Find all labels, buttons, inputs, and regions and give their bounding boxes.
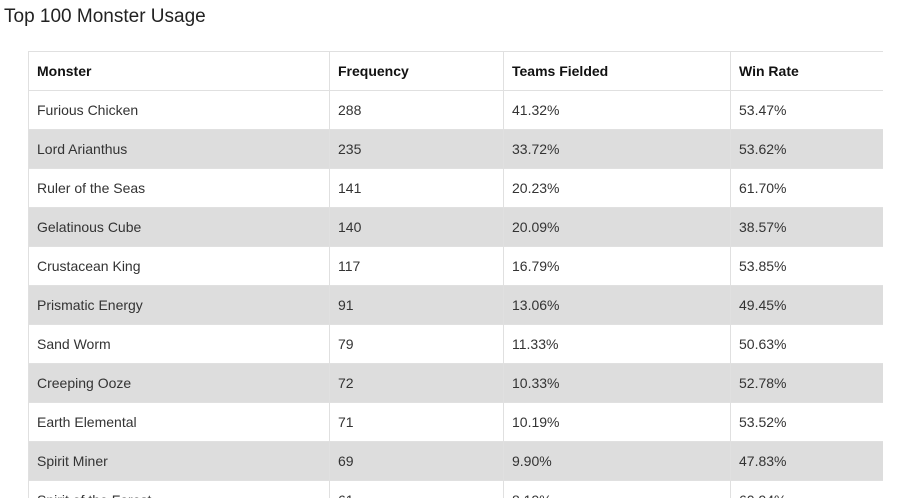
win-rate-cell: 53.85% [730, 246, 883, 286]
table-row: Spirit of the Forest618.19%60.94% [28, 480, 883, 498]
table-row: Furious Chicken 288 41.32% 53.47% [28, 90, 883, 130]
frequency-cell: 72 [329, 363, 504, 403]
win-rate-cell: 53.52% [730, 402, 883, 442]
win-rate-cell: 53.62% [730, 129, 883, 169]
win-rate-cell: 61.70% [730, 168, 883, 208]
monster-name-cell: Furious Chicken [28, 90, 330, 130]
table-row: Spirit Miner 69 9.90% 47.83% [28, 441, 883, 481]
monster-name-cell: Ruler of the Seas [28, 168, 330, 208]
monster-name-cell: Earth Elemental [28, 402, 330, 442]
monster-name-cell: Lord Arianthus [28, 129, 330, 169]
table-row: Creeping Ooze 72 10.33% 52.78% [28, 363, 883, 403]
win-rate-cell: 50.63% [730, 324, 883, 364]
teams-fielded-cell: 13.06% [503, 285, 731, 325]
frequency-cell: 61 [329, 480, 504, 498]
frequency-cell: 288 [329, 90, 504, 130]
page-title: Top 100 Monster Usage [4, 6, 206, 27]
table-header: Monster Frequency Teams Fielded Win Rate [28, 51, 883, 91]
column-header-teams-fielded[interactable]: Teams Fielded [503, 51, 731, 91]
teams-fielded-cell: 8.19% [503, 480, 731, 498]
monster-name-cell: Spirit Miner [28, 441, 330, 481]
column-header-win-rate[interactable]: Win Rate [730, 51, 883, 91]
table-body: Furious Chicken 288 41.32% 53.47% Lord Arian… [28, 90, 883, 498]
win-rate-cell: 49.45% [730, 285, 883, 325]
frequency-cell: 235 [329, 129, 504, 169]
win-rate-cell: 38.57% [730, 207, 883, 247]
frequency-cell: 79 [329, 324, 504, 364]
monster-name-cell: Sand Worm [28, 324, 330, 364]
table-row: Prismatic Energy 91 13.06% 49.45% [28, 285, 883, 325]
teams-fielded-cell: 20.09% [503, 207, 731, 247]
monster-name-cell: Creeping Ooze [28, 363, 330, 403]
monster-name-cell: Prismatic Energy [28, 285, 330, 325]
monster-usage-table-container: Monster Frequency Teams Fielded Win Rate… [28, 51, 883, 498]
teams-fielded-cell: 10.33% [503, 363, 731, 403]
table-row: Gelatinous Cube 140 20.09% 38.57% [28, 207, 883, 247]
frequency-cell: 71 [329, 402, 504, 442]
teams-fielded-cell: 20.23% [503, 168, 731, 208]
column-header-frequency[interactable]: Frequency [329, 51, 504, 91]
frequency-cell: 91 [329, 285, 504, 325]
teams-fielded-cell: 16.79% [503, 246, 731, 286]
table-row: Lord Arianthus 235 33.72% 53.62% [28, 129, 883, 169]
table-row: Earth Elemental 71 10.19% 53.52% [28, 402, 883, 442]
frequency-cell: 117 [329, 246, 504, 286]
monster-name-cell: Gelatinous Cube [28, 207, 330, 247]
teams-fielded-cell: 10.19% [503, 402, 731, 442]
win-rate-cell: 53.47% [730, 90, 883, 130]
win-rate-cell: 52.78% [730, 363, 883, 403]
teams-fielded-cell: 11.33% [503, 324, 731, 364]
header-row: Monster Frequency Teams Fielded Win Rate [28, 51, 883, 91]
win-rate-cell: 47.83% [730, 441, 883, 481]
teams-fielded-cell: 33.72% [503, 129, 731, 169]
table-row: Sand Worm 79 11.33% 50.63% [28, 324, 883, 364]
column-header-monster[interactable]: Monster [28, 51, 330, 91]
monster-name-cell: Spirit of the Forest [28, 480, 330, 498]
monster-name-cell: Crustacean King [28, 246, 330, 286]
frequency-cell: 69 [329, 441, 504, 481]
teams-fielded-cell: 9.90% [503, 441, 731, 481]
win-rate-cell: 60.94% [730, 480, 883, 498]
table-row: Crustacean King 117 16.79% 53.85% [28, 246, 883, 286]
frequency-cell: 141 [329, 168, 504, 208]
monster-usage-table: Monster Frequency Teams Fielded Win Rate… [28, 51, 883, 498]
frequency-cell: 140 [329, 207, 504, 247]
table-row: Ruler of the Seas 141 20.23% 61.70% [28, 168, 883, 208]
teams-fielded-cell: 41.32% [503, 90, 731, 130]
